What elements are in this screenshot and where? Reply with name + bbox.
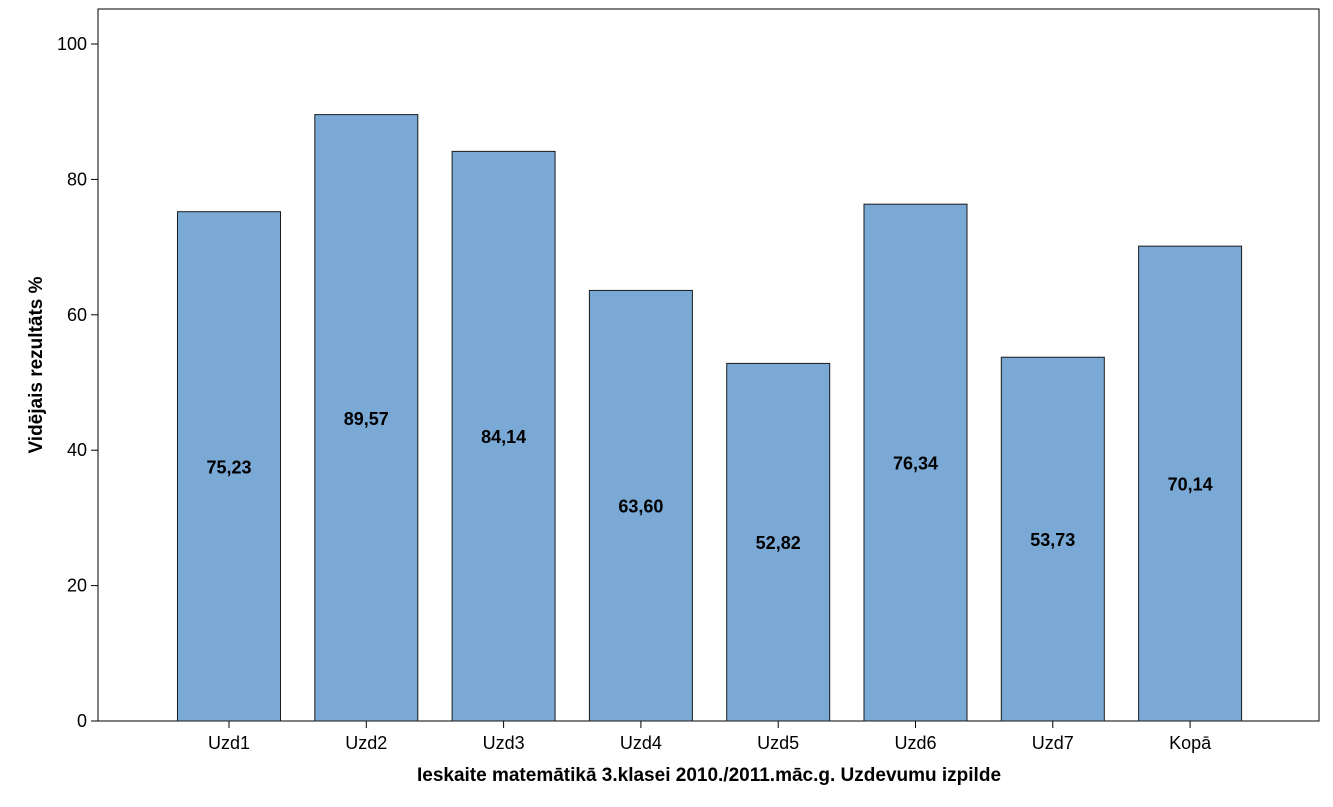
x-tick-label: Kopā: [1169, 733, 1212, 753]
y-tick-label: 100: [57, 34, 87, 54]
bar: [1138, 245, 1243, 722]
bar: [726, 362, 831, 722]
bar-value-label: 70,14: [1168, 475, 1213, 495]
x-tick-label: Uzd2: [345, 733, 387, 753]
bars: 75,23 89,57 84,14 63,60 52,82 76,34 53,73 70,14: [177, 114, 1243, 722]
x-tick-label: Uzd7: [1032, 733, 1074, 753]
bar: [451, 150, 556, 722]
x-tick-label: Uzd3: [483, 733, 525, 753]
bar-value-label: 84,14: [481, 427, 526, 447]
bar-value-label: 89,57: [344, 409, 389, 429]
bar-value-label: 52,82: [756, 533, 801, 553]
x-tick-label: Uzd4: [620, 733, 662, 753]
x-tick-label: Uzd1: [208, 733, 250, 753]
bar-value-label: 75,23: [206, 457, 251, 477]
bar: [314, 114, 419, 722]
x-axis: Uzd1 Uzd2 Uzd3 Uzd4 Uzd5 Uzd6 Uzd7 Kopā: [208, 721, 1212, 753]
bar: [177, 211, 281, 722]
bar-value-label: 63,60: [618, 497, 663, 517]
y-axis-title: Vidējais rezultāts %: [26, 276, 47, 453]
plot-frame: [97, 8, 1320, 722]
bar: [1000, 356, 1105, 722]
y-axis: 0 20 40 60 80 100: [57, 34, 98, 731]
bar: [588, 289, 693, 722]
y-tick-label: 60: [67, 305, 87, 325]
y-tick-label: 0: [77, 711, 87, 731]
x-tick-label: Uzd6: [894, 733, 936, 753]
bar-value-label: 53,73: [1030, 530, 1075, 550]
x-axis-title: Ieskaite matemātikā 3.klasei 2010./2011.…: [417, 765, 1001, 786]
y-tick-label: 20: [67, 576, 87, 596]
bar-value-label: 76,34: [893, 454, 938, 474]
y-tick-label: 80: [67, 169, 87, 189]
y-tick-label: 40: [67, 440, 87, 460]
bar: [863, 203, 968, 722]
x-tick-label: Uzd5: [757, 733, 799, 753]
